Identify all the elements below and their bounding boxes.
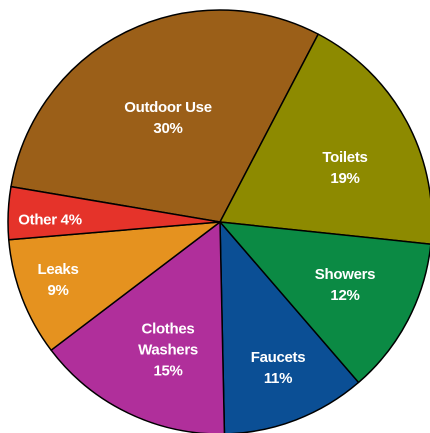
slice-label: Outdoor Use 30% xyxy=(124,97,212,139)
pie-slice xyxy=(10,9,319,223)
slice-label: Leaks 9% xyxy=(37,259,78,301)
pie-slice xyxy=(50,221,226,433)
slice-label: Toilets 19% xyxy=(322,147,367,189)
category-name: Toilets xyxy=(322,149,368,166)
category-name: Other xyxy=(18,211,57,229)
slice-label: Clothes Washers 15% xyxy=(128,319,208,382)
value-label: 12% xyxy=(330,287,360,304)
category-name: Faucets xyxy=(250,349,306,366)
value-label: 30% xyxy=(153,120,183,137)
category-name: Clothes Washers xyxy=(138,320,198,359)
pie-slice xyxy=(7,221,221,351)
value-label: 15% xyxy=(153,362,183,380)
category-name: Showers xyxy=(314,266,376,283)
value-label: 4% xyxy=(60,211,82,229)
pie-slice xyxy=(7,185,221,241)
value-label: 19% xyxy=(330,170,360,187)
value-label: 11% xyxy=(263,370,293,387)
category-name: Leaks xyxy=(37,261,79,278)
pie-slice xyxy=(219,33,430,245)
pie-slice xyxy=(219,221,360,433)
value-label: 9% xyxy=(47,282,69,299)
slice-label: Faucets 11% xyxy=(251,347,306,389)
slice-label: Showers 12% xyxy=(314,264,376,306)
category-name: Outdoor Use xyxy=(124,99,212,116)
slice-label: Other 4% xyxy=(18,210,82,231)
pie-slice xyxy=(219,221,430,384)
